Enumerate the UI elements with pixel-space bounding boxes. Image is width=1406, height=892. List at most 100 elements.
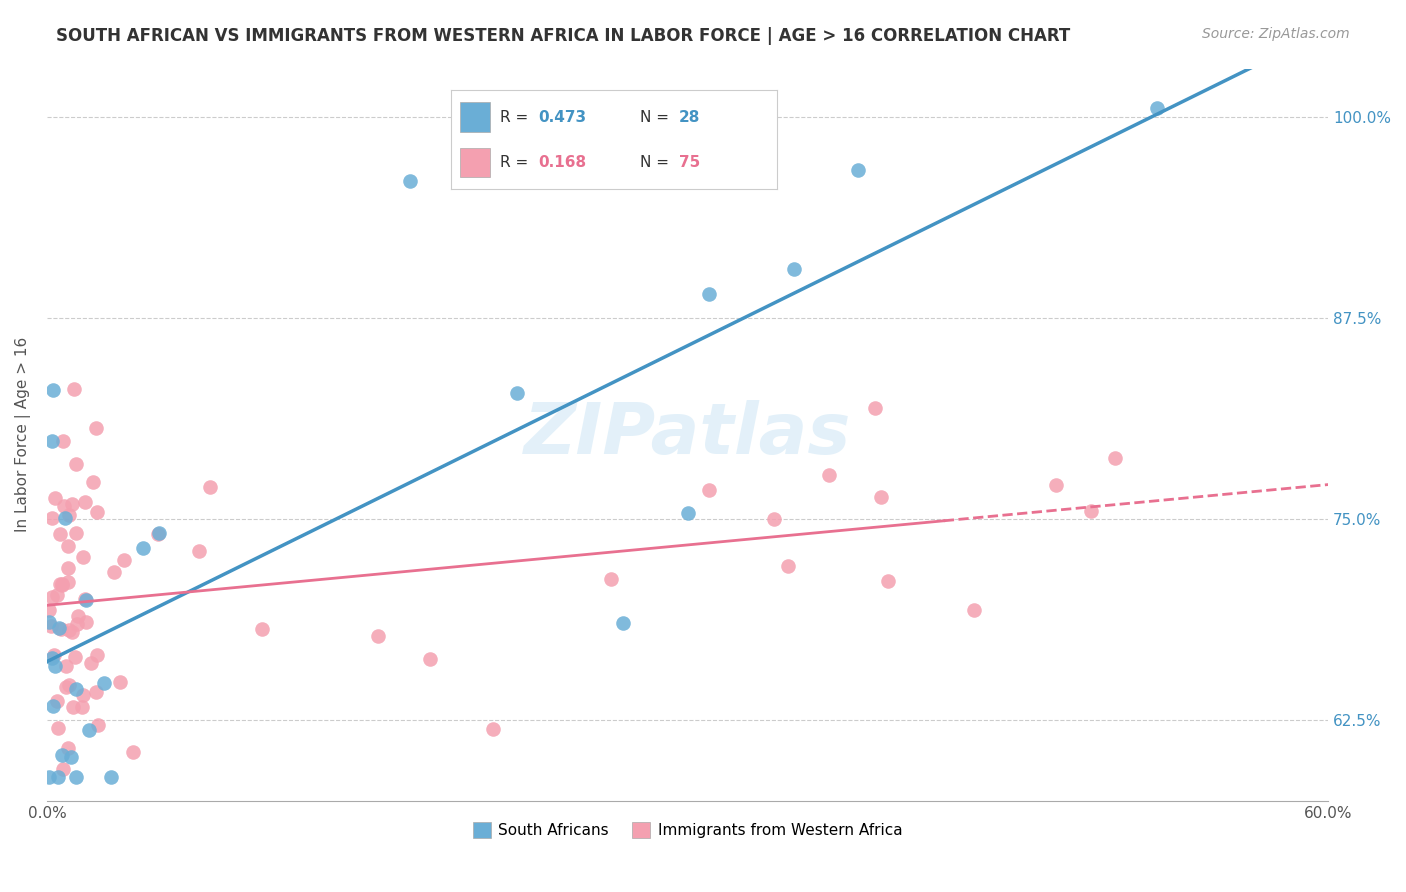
Point [65, 457, 87, 471]
Point [60, 625, 83, 640]
Point [612, 616, 634, 631]
Point [1146, 101, 1168, 115]
Point [100, 770, 122, 784]
Point [58, 678, 80, 692]
Point [82, 475, 104, 490]
Point [877, 574, 900, 588]
Text: ZIPatlas: ZIPatlas [524, 401, 851, 469]
Point [75, 495, 97, 509]
Point [80, 657, 103, 671]
Point [51, 577, 73, 591]
Point [48, 621, 70, 635]
Point [87, 718, 110, 732]
Point [763, 512, 786, 526]
Point [44, 659, 66, 673]
Y-axis label: In Labor Force | Age > 16: In Labor Force | Age > 16 [15, 337, 31, 533]
Point [103, 565, 125, 579]
Point [963, 603, 986, 617]
Point [60, 497, 83, 511]
Point [38, 615, 60, 630]
Point [506, 385, 529, 400]
Point [58, 624, 80, 638]
Point [38, 770, 60, 784]
Point [44, 648, 66, 662]
Point [46, 770, 69, 784]
Point [46, 721, 69, 735]
Point [65, 525, 87, 540]
Point [75, 592, 97, 607]
Point [49, 577, 72, 591]
Point [41, 434, 63, 448]
Point [49, 526, 72, 541]
Point [77, 723, 100, 737]
Point [66, 609, 89, 624]
Point [51, 578, 73, 592]
Point [108, 674, 131, 689]
Point [187, 543, 209, 558]
Point [93, 676, 115, 690]
Point [56, 741, 79, 756]
Point [51, 748, 73, 763]
Point [58, 540, 80, 554]
Point [676, 506, 699, 520]
Point [72, 549, 94, 564]
Legend: South Africans, Immigrants from Western Africa: South Africans, Immigrants from Western … [467, 816, 908, 845]
Point [1080, 504, 1102, 518]
Point [42, 699, 65, 714]
Point [146, 527, 169, 541]
Point [41, 510, 63, 524]
Point [848, 162, 870, 177]
Point [1104, 450, 1126, 465]
Point [778, 558, 800, 573]
Point [59, 750, 82, 764]
Point [38, 602, 60, 616]
Point [56, 575, 79, 590]
Point [41, 590, 63, 604]
Point [84, 421, 107, 435]
Point [75, 615, 97, 629]
Point [42, 384, 65, 398]
Point [66, 617, 89, 632]
Point [399, 174, 422, 188]
Point [198, 480, 221, 494]
Point [45, 588, 67, 602]
Point [41, 651, 63, 665]
Point [865, 401, 887, 415]
Point [45, 694, 67, 708]
Point [112, 552, 135, 566]
Point [72, 688, 94, 702]
Text: SOUTH AFRICAN VS IMMIGRANTS FROM WESTERN AFRICA IN LABOR FORCE | AGE > 16 CORREL: SOUTH AFRICAN VS IMMIGRANTS FROM WESTERN… [56, 27, 1070, 45]
Point [84, 685, 107, 699]
Point [63, 649, 86, 664]
Point [783, 261, 806, 276]
Point [39, 619, 62, 633]
Point [73, 591, 96, 606]
Point [367, 629, 389, 643]
Point [53, 499, 76, 513]
Point [52, 762, 75, 776]
Point [72, 700, 94, 714]
Point [55, 658, 77, 673]
Point [482, 722, 505, 736]
Point [86, 648, 108, 662]
Point [250, 622, 273, 636]
Text: Source: ZipAtlas.com: Source: ZipAtlas.com [1202, 27, 1350, 41]
Point [55, 680, 77, 694]
Point [148, 525, 170, 540]
Point [86, 505, 108, 519]
Point [122, 745, 145, 759]
Point [818, 468, 841, 483]
Point [58, 560, 80, 574]
Point [65, 681, 87, 696]
Point [65, 770, 87, 784]
Point [44, 491, 66, 505]
Point [62, 382, 84, 396]
Point [870, 490, 893, 504]
Point [1045, 478, 1067, 492]
Point [51, 622, 73, 636]
Point [697, 286, 720, 301]
Point [52, 434, 75, 448]
Point [697, 483, 720, 497]
Point [419, 652, 441, 666]
Point [132, 541, 155, 555]
